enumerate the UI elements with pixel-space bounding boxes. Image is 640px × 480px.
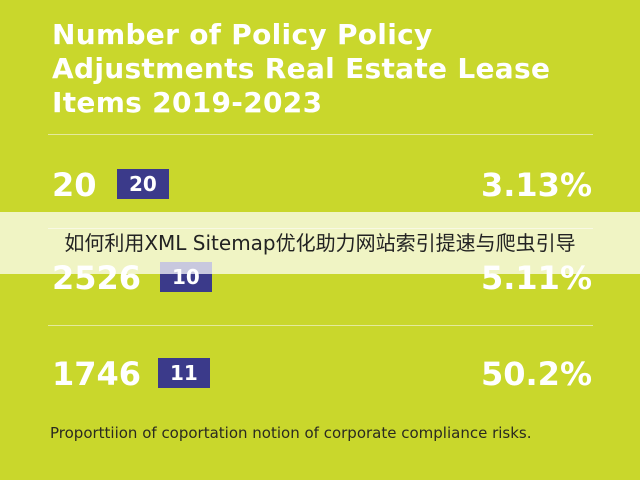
- stat-right: 50.2%: [480, 355, 592, 393]
- stat-left: 20: [52, 166, 97, 204]
- footnote: Proporttiion of coportation notion of co…: [50, 424, 532, 442]
- stat-row: 1746 11 50.2%: [52, 354, 592, 394]
- stat-left: 1746: [52, 355, 142, 393]
- stat-right: 3.13%: [480, 166, 592, 204]
- title-line: Adjustments Real Estate Lease: [52, 52, 551, 85]
- title-line: Number of Policy Policy: [52, 18, 433, 51]
- stat-badge: 11: [158, 358, 210, 388]
- title: Number of Policy Policy Adjustments Real…: [52, 18, 550, 120]
- divider: [48, 325, 593, 326]
- overlay-banner: 如何利用XML Sitemap优化助力网站索引提速与爬虫引导: [0, 212, 640, 274]
- stat-row: 20 20 3.13%: [52, 165, 592, 205]
- divider: [48, 134, 593, 135]
- stat-badge: 20: [117, 169, 169, 199]
- title-line: Items 2019-2023: [52, 86, 323, 119]
